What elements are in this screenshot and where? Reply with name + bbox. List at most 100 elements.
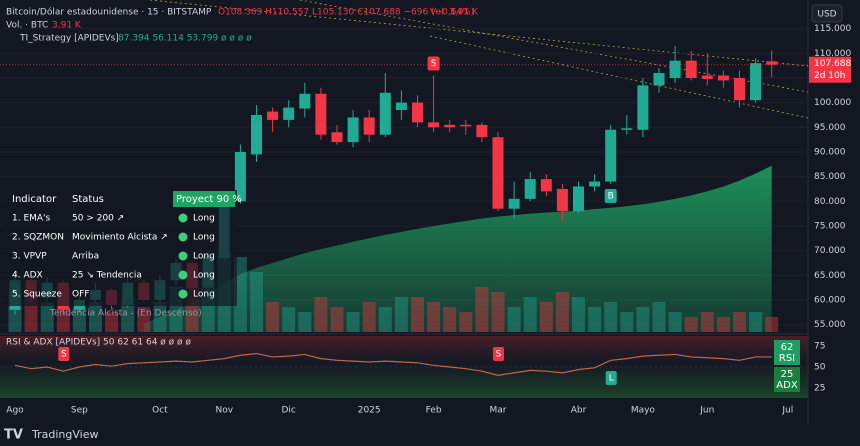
volume-bar [394,297,408,332]
volume-bar [555,292,569,332]
candle-body [267,111,279,120]
volume-bar [733,312,746,332]
y-tick-label: 80.000 [814,197,846,207]
table-status: 25 ↘ Tendencia [72,271,142,281]
volume-bar [491,292,505,332]
y-tick-label: 95.000 [814,123,846,133]
y-tick-label: 65.000 [814,271,846,281]
candle-body [428,122,440,128]
currency-button[interactable] [811,4,843,23]
candle-body [669,60,681,78]
volume-bar [572,297,585,332]
candle-body [734,77,745,101]
signal-box [604,189,617,204]
signal-label: S [431,59,437,69]
candle-body [701,75,713,79]
volume-bar [716,317,730,332]
table-signal: Long [193,214,215,224]
volume-bar [588,307,602,332]
rsi-signal-box [493,347,504,361]
volume-bar [427,302,441,332]
rsi-line [14,352,772,376]
candle-body [299,93,311,109]
candle-body [347,117,359,143]
candle-body [556,188,568,212]
candle-body [653,73,665,86]
badge-label: ADX [776,380,798,391]
trend-status: Tendencia Alcista - (En Descenso) [49,309,202,319]
volume-value: 3,91 K [52,21,82,31]
symbol: Bitcoin/Dólar estadounidense · 15 · BITS… [6,7,212,18]
table-signal: Long [193,290,215,300]
logo: 𝗧𝗩 [4,428,23,443]
volume-bar [137,307,151,332]
volume-bar [346,312,360,332]
candle-body [589,181,601,187]
volume-bar [378,307,392,332]
table-indicator: 5. Squeeze [12,290,62,300]
x-tick-label: 2025 [358,406,381,416]
status-dot [178,251,188,261]
badge-label: RSI [779,353,795,364]
table-header: Status [72,194,104,205]
rsi-tick-label: 75 [814,342,825,352]
table-signal: Long [193,252,215,262]
volume-bar [330,307,344,332]
candle-body [395,102,407,111]
ma-area [143,165,772,332]
volume-bar [233,257,247,332]
y-tick-label: 115.000 [814,24,851,34]
candle-body [540,179,552,192]
y-tick-label: 75.000 [814,221,846,231]
y-tick-label: 55.000 [814,320,846,330]
y-tick-label: 110.000 [814,49,851,59]
y-tick-label: 60.000 [814,295,846,305]
volume-bar [105,312,119,332]
x-tick-label: Mar [490,406,507,416]
x-tick-label: Nov [216,406,234,416]
volume-bar [765,317,779,332]
badge [774,367,800,392]
candle-body [460,124,472,127]
status-dot [178,289,188,299]
volume-bar [749,312,763,332]
table-indicator: 3. VPVP [12,252,47,262]
rsi-tick-label: 25 [814,383,825,393]
candle-body [444,124,456,128]
table-status: 50 > 200 ↗ [72,214,124,224]
x-tick-label: Jun [699,406,714,416]
rsi-signal-box [58,347,70,361]
volume-bar [40,302,54,332]
table-header: Indicator [12,194,57,205]
table-status: Arriba [72,252,99,262]
volume-bar [652,302,666,332]
candle-body [621,128,633,130]
candle-body [315,93,327,135]
footer-bar [0,424,860,446]
volume-bar [700,312,714,332]
candle-body [379,92,391,135]
currency[interactable]: USD [817,10,836,20]
candle-body [331,132,343,143]
volume-bar [507,307,521,332]
projection: Proyect 90 % [176,194,242,205]
table: Indicator Status 1. EMA's 50 > 200 ↗ Long 2. … [12,194,215,300]
last-price: 107.688 [814,59,851,69]
volume-bar [282,307,296,332]
x-tick-label: Dic [282,406,296,416]
x-tick-label: Feb [426,406,442,416]
candle-body [573,186,584,212]
volume-bar [539,302,553,332]
status-dot [178,213,188,223]
x-tick-label: Jul [781,406,793,416]
candle-body [750,63,762,101]
last-price-tag [809,56,851,83]
volume-bar [250,272,263,332]
x-tick-label: Abr [571,406,587,416]
volume-bar [668,312,682,332]
candle-body [492,137,504,209]
table-status: OFF [72,290,89,300]
candle-body [766,61,778,65]
